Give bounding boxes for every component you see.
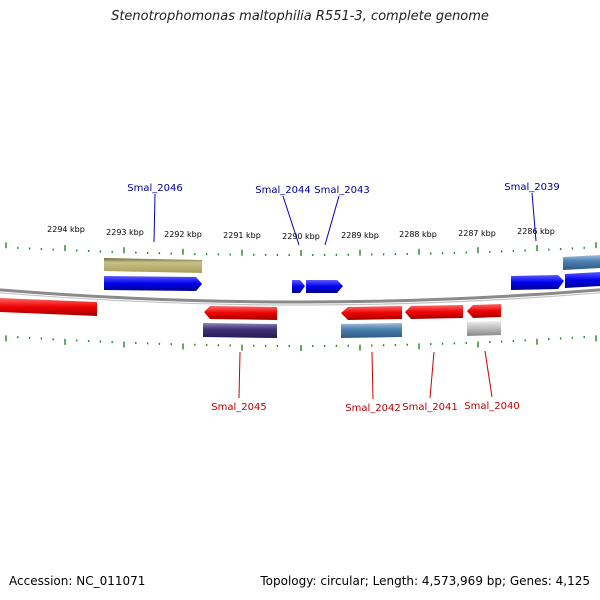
feature-gray[interactable] — [467, 321, 501, 336]
kbp-label: 2294 kbp — [47, 225, 85, 234]
kbp-label: 2293 kbp — [106, 228, 144, 237]
feature-olive[interactable] — [104, 258, 202, 273]
gene-arrow-reverse[interactable] — [467, 304, 501, 318]
kbp-label: 2287 kbp — [458, 229, 496, 238]
gene-label-smal-2039[interactable]: Smal_2039 — [504, 182, 559, 193]
feature-steel[interactable] — [341, 323, 402, 338]
backbone-inner — [0, 292, 600, 306]
gene-label-smal-2044[interactable]: Smal_2044 — [255, 185, 310, 196]
gene-label-smal-2043[interactable]: Smal_2043 — [314, 185, 369, 196]
gene-label-smal-2040[interactable]: Smal_2040 — [464, 401, 519, 412]
topology-text: Topology: circular; Length: 4,573,969 bp… — [260, 574, 590, 588]
kbp-label: 2292 kbp — [164, 230, 202, 239]
leader-line — [238, 351, 241, 399]
leader-line — [324, 195, 340, 246]
gene-arrow-reverse[interactable] — [341, 306, 402, 320]
kbp-label: 2291 kbp — [223, 231, 261, 240]
leader-line — [484, 350, 493, 398]
gene-label-smal-2042[interactable]: Smal_2042 — [345, 403, 400, 414]
gene-label-smal-2045[interactable]: Smal_2045 — [211, 402, 266, 413]
leader-line — [531, 192, 537, 242]
kbp-label: 2286 kbp — [517, 227, 555, 236]
leader-line — [282, 195, 300, 246]
leader-line — [371, 351, 374, 400]
feature-steel[interactable] — [563, 255, 600, 270]
kbp-label: 2288 kbp — [399, 230, 437, 239]
leader-line — [153, 193, 156, 243]
gene-label-smal-2046[interactable]: Smal_2046 — [127, 183, 182, 194]
gene-arrow-forward[interactable] — [565, 272, 600, 288]
leader-line — [429, 351, 435, 399]
gene-label-smal-2041[interactable]: Smal_2041 — [402, 402, 457, 413]
gene-arrow-forward[interactable] — [104, 276, 202, 291]
gene-arrow-forward[interactable] — [511, 275, 564, 290]
kbp-label: 2289 kbp — [341, 231, 379, 240]
backbone-outer — [0, 288, 600, 304]
gene-arrow-forward[interactable] — [292, 280, 305, 293]
gene-arrow-forward[interactable] — [306, 280, 343, 293]
accession-text: Accession: NC_011071 — [9, 574, 146, 588]
feature-purple[interactable] — [203, 323, 277, 338]
map-title: Stenotrophomonas maltophilia R551-3, com… — [111, 9, 489, 24]
gene-arrow-reverse[interactable] — [405, 305, 463, 319]
gene-arrow-reverse[interactable] — [204, 306, 277, 320]
scale-ticks-top — [5, 242, 597, 256]
scale-ticks-bottom — [5, 335, 597, 351]
gene-arrow-reverse[interactable] — [0, 298, 97, 316]
kbp-label: 2290 kbp — [282, 232, 320, 241]
